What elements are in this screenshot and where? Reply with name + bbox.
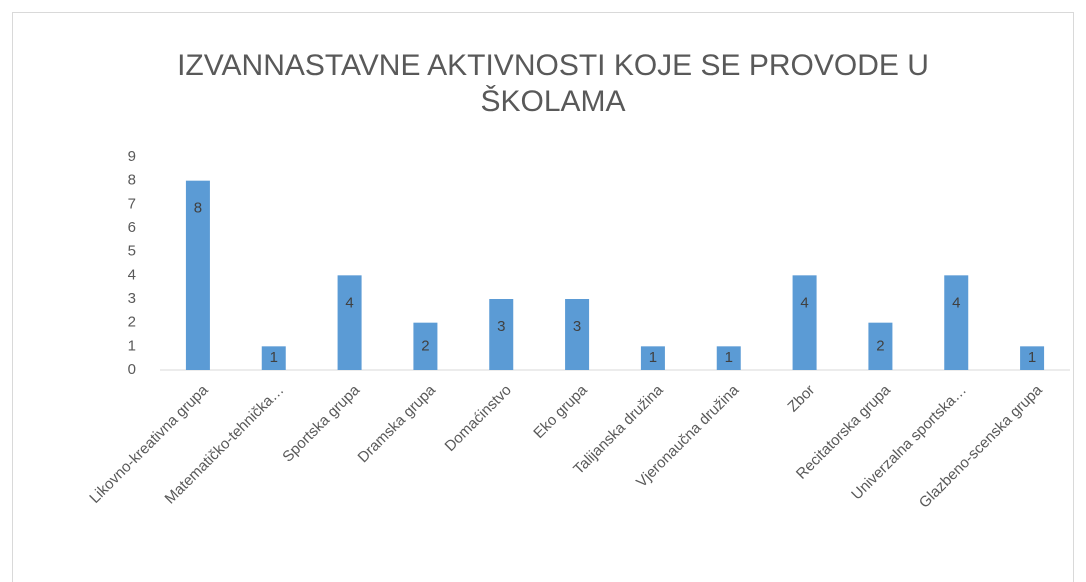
x-tick-label: Sportska grupa — [279, 381, 363, 465]
y-tick-label: 0 — [128, 361, 136, 378]
bar — [261, 346, 286, 370]
data-label: 3 — [573, 318, 581, 335]
x-tick-label: Eko grupa — [530, 381, 591, 442]
x-tick-label: Glazbeno-scenska grupa — [916, 381, 1046, 511]
data-label: 8 — [194, 200, 202, 217]
bar — [185, 180, 210, 370]
data-label: 1 — [725, 349, 733, 366]
y-tick-label: 1 — [128, 337, 136, 354]
data-label: 1 — [270, 349, 278, 366]
y-tick-label: 2 — [128, 314, 136, 331]
bar — [489, 299, 514, 370]
y-tick-label: 5 — [128, 243, 136, 260]
data-label: 2 — [421, 337, 429, 354]
data-label: 1 — [1028, 349, 1036, 366]
bar — [413, 322, 438, 370]
chart-frame — [12, 12, 1074, 582]
y-tick-label: 3 — [128, 290, 136, 307]
y-tick-label: 4 — [128, 266, 136, 283]
bar — [640, 346, 665, 370]
data-label: 4 — [952, 294, 960, 311]
data-label: 3 — [497, 318, 505, 335]
y-tick-label: 6 — [128, 219, 136, 236]
bar — [944, 275, 969, 370]
data-label: 2 — [876, 337, 884, 354]
y-tick-label: 7 — [128, 195, 136, 212]
data-label: 4 — [345, 294, 353, 311]
bar — [337, 275, 362, 370]
x-tick-label: Dramska grupa — [355, 381, 440, 466]
bar — [565, 299, 590, 370]
data-label: 4 — [800, 294, 808, 311]
x-tick-label: Domaćinstvo — [442, 382, 515, 455]
chart-title: IZVANNASTAVNE AKTIVNOSTI KOJE SE PROVODE… — [177, 49, 929, 118]
bar — [716, 346, 741, 370]
y-tick-label: 9 — [128, 148, 136, 165]
bar — [792, 275, 817, 370]
y-tick-label: 8 — [128, 172, 136, 189]
bar — [1020, 346, 1045, 370]
x-tick-label: Likovno-kreativna grupa — [86, 381, 212, 507]
bar — [868, 322, 893, 370]
data-label: 1 — [649, 349, 657, 366]
x-tick-label: Zbor — [784, 382, 818, 416]
